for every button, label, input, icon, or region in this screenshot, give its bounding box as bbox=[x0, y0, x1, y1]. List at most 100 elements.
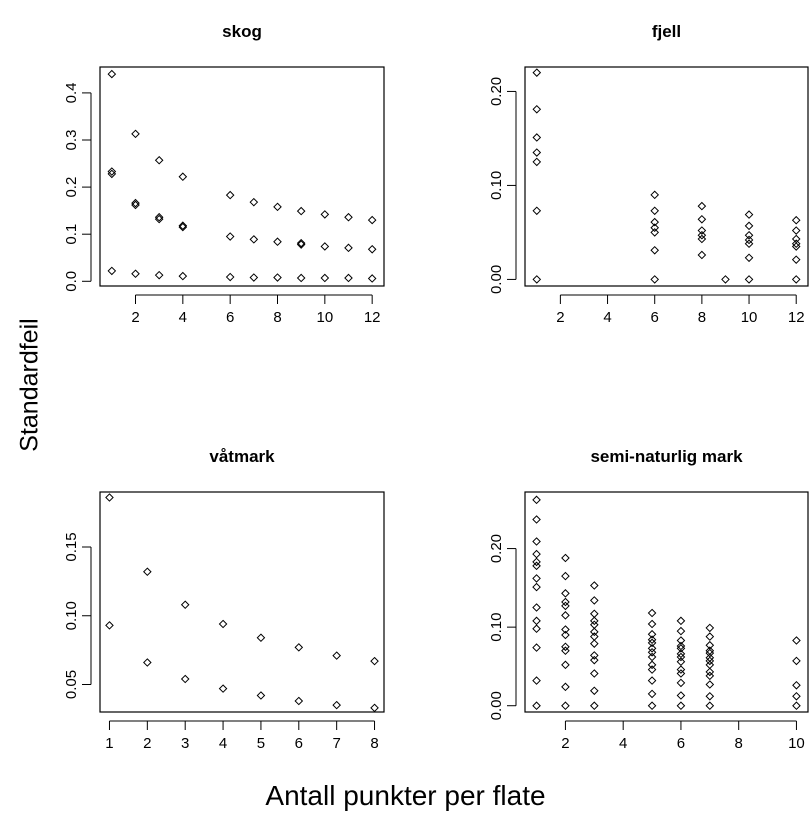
data-point bbox=[589, 596, 599, 605]
data-point bbox=[705, 671, 715, 681]
data-point bbox=[532, 148, 542, 157]
data-point bbox=[131, 200, 140, 210]
data-point bbox=[561, 646, 570, 656]
y-tick-label: 0.10 bbox=[63, 601, 80, 630]
data-point bbox=[650, 206, 660, 216]
y-tick-label: 0.20 bbox=[488, 77, 505, 106]
data-point bbox=[676, 665, 686, 674]
x-tick-label: 8 bbox=[698, 309, 706, 326]
data-point bbox=[273, 237, 282, 247]
x-tick-label: 2 bbox=[131, 309, 139, 326]
data-point bbox=[650, 245, 660, 255]
data-point bbox=[705, 632, 715, 641]
x-tick-label: 6 bbox=[226, 309, 234, 326]
data-point bbox=[180, 600, 190, 610]
data-point bbox=[320, 210, 330, 219]
data-point bbox=[532, 537, 541, 546]
data-point bbox=[178, 222, 188, 232]
data-point bbox=[705, 667, 715, 677]
data-point bbox=[705, 656, 715, 666]
data-point bbox=[273, 202, 282, 212]
data-point bbox=[791, 239, 801, 249]
data-point bbox=[344, 243, 353, 253]
y-tick-label: 0.4 bbox=[63, 82, 80, 103]
data-point bbox=[218, 619, 228, 629]
data-point bbox=[294, 696, 304, 706]
y-tick-label: 0.2 bbox=[63, 177, 80, 198]
data-point bbox=[792, 680, 801, 690]
panel-1-frame bbox=[99, 66, 385, 287]
x-tick-label: 7 bbox=[332, 735, 340, 752]
data-point bbox=[370, 703, 379, 713]
data-point bbox=[744, 275, 754, 284]
data-point bbox=[561, 611, 570, 620]
data-point bbox=[249, 197, 259, 207]
data-point bbox=[744, 221, 754, 231]
data-point bbox=[532, 561, 541, 571]
y-tick-label: 0.15 bbox=[63, 532, 80, 561]
y-tick-label: 0.20 bbox=[488, 534, 505, 563]
data-point bbox=[344, 273, 353, 283]
x-tick-label: 8 bbox=[370, 735, 378, 752]
data-point bbox=[296, 240, 306, 249]
data-point bbox=[589, 581, 599, 590]
data-point bbox=[650, 223, 660, 233]
x-tick-label: 1 bbox=[105, 735, 113, 752]
data-point bbox=[589, 655, 599, 665]
data-point bbox=[561, 589, 570, 598]
panel-4-frame bbox=[524, 491, 809, 713]
data-point bbox=[561, 660, 570, 670]
data-point bbox=[792, 691, 801, 701]
data-point bbox=[791, 226, 801, 235]
data-point bbox=[294, 643, 304, 652]
x-tick-label: 8 bbox=[273, 309, 281, 326]
data-point bbox=[320, 273, 330, 283]
x-tick-label: 4 bbox=[619, 735, 627, 752]
panel-1: skog 2 4 6 8 10 12 0.0 0.1 0.2 0.3 0.4 bbox=[63, 22, 385, 326]
panel-3-frame bbox=[99, 491, 385, 713]
y-tick-label: 0.0 bbox=[63, 271, 80, 292]
data-point bbox=[532, 643, 541, 652]
x-tick-label: 5 bbox=[257, 735, 265, 752]
y-tick-label: 0.00 bbox=[488, 265, 505, 294]
data-point bbox=[589, 609, 599, 619]
data-point bbox=[589, 701, 599, 711]
data-point bbox=[296, 273, 306, 283]
data-point bbox=[791, 275, 801, 284]
data-point bbox=[249, 235, 259, 244]
data-point bbox=[792, 656, 801, 666]
data-point bbox=[320, 242, 330, 251]
data-point bbox=[705, 648, 715, 658]
x-tick-label: 12 bbox=[788, 309, 805, 326]
x-tick-label: 6 bbox=[677, 735, 685, 752]
x-tick-label: 3 bbox=[181, 735, 189, 752]
data-point bbox=[721, 275, 730, 284]
x-tick-label: 10 bbox=[316, 309, 333, 326]
data-point bbox=[561, 597, 570, 607]
y-tick-label: 0.3 bbox=[63, 130, 80, 151]
data-point bbox=[105, 621, 114, 630]
data-point bbox=[107, 169, 117, 179]
data-point bbox=[273, 273, 282, 282]
data-point bbox=[647, 629, 657, 639]
panel-2-frame bbox=[524, 66, 809, 287]
data-point bbox=[705, 691, 715, 701]
data-point bbox=[744, 230, 754, 240]
data-point bbox=[647, 608, 657, 618]
data-point bbox=[589, 669, 599, 678]
data-point bbox=[791, 234, 801, 244]
data-point bbox=[647, 638, 657, 648]
data-point bbox=[705, 623, 715, 633]
data-point bbox=[532, 133, 542, 142]
data-point bbox=[650, 190, 660, 200]
data-point bbox=[532, 495, 541, 505]
data-point bbox=[561, 553, 570, 563]
data-point bbox=[154, 214, 164, 224]
data-point bbox=[344, 212, 353, 222]
data-point bbox=[705, 701, 715, 711]
panel-2-title: fjell bbox=[652, 22, 681, 41]
x-tick-label: 2 bbox=[143, 735, 151, 752]
data-point bbox=[561, 630, 570, 640]
data-point bbox=[532, 206, 542, 216]
data-point bbox=[676, 652, 686, 662]
